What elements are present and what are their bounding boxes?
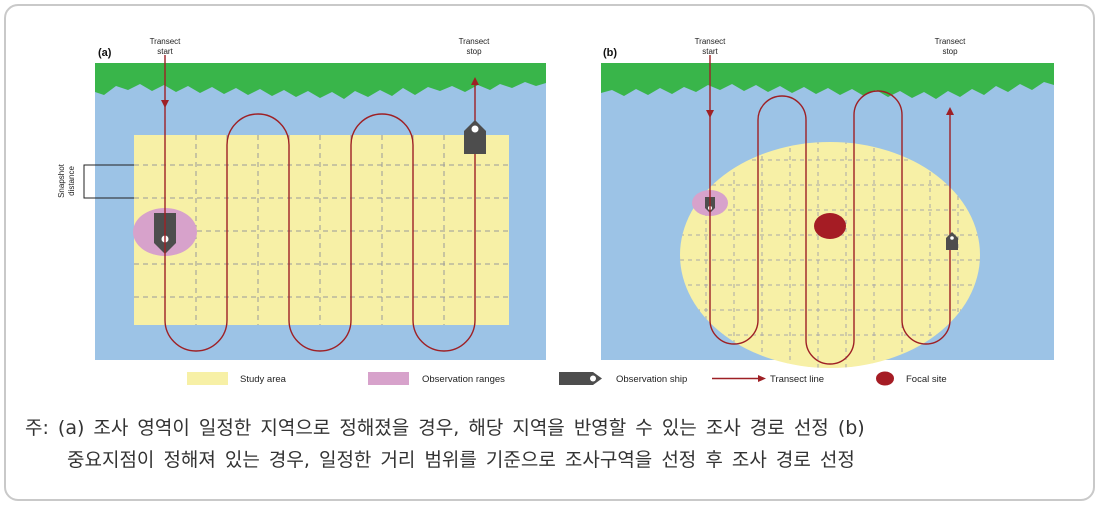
land-coastline-b [601, 63, 1054, 99]
transect-start-label-a2: start [157, 47, 173, 56]
survey-diagram: (a) Transect start Transect stop Snapsho… [57, 37, 1054, 386]
legend-focal-site-label: Focal site [906, 374, 947, 385]
caption-line-2: 중요지점이 정해져 있는 경우, 일정한 거리 범위를 기준으로 조사구역을 선… [67, 449, 855, 471]
transect-stop-label-a2: stop [466, 47, 482, 56]
snapshot-distance-label: Snapshot [57, 163, 66, 198]
transect-stop-label-b: Transect [935, 37, 967, 46]
transect-line-a [164, 55, 476, 352]
legend-study-area-swatch [187, 372, 228, 385]
legend-transect-line-label: Transect line [770, 374, 824, 385]
transect-stop-label-a: Transect [459, 37, 491, 46]
legend-observation-range-swatch [368, 372, 409, 385]
legend-observation-ranges-label: Observation ranges [422, 374, 505, 385]
snapshot-bracket [83, 164, 134, 199]
legend-ship-icon [559, 372, 602, 385]
panel-a-label: (a) [98, 47, 112, 59]
panel-a: (a) Transect start Transect stop Snapsho… [57, 37, 546, 360]
transect-stop-label-b2: stop [942, 47, 958, 56]
focal-site [814, 213, 846, 239]
observation-ship-a2 [464, 120, 486, 154]
legend-observation-ship-label: Observation ship [616, 374, 687, 385]
caption-line-1: 주: (a) 조사 영역이 일정한 지역으로 정해졌을 경우, 해당 지역을 반… [25, 417, 865, 439]
transect-line-b [709, 55, 951, 365]
panel-b: (b) Transect start Transect stop [601, 37, 1054, 368]
land-coastline-a [95, 63, 546, 99]
observation-ship-b2 [946, 232, 958, 250]
panel-b-label: (b) [603, 47, 617, 59]
legend-focal-site-icon [876, 371, 894, 386]
figure-caption: 주: (a) 조사 영역이 일정한 지역으로 정해졌을 경우, 해당 지역을 반… [25, 412, 1085, 476]
transect-start-label-b2: start [702, 47, 718, 56]
legend: Study area Observation ranges Observatio… [187, 371, 947, 386]
study-area-b [680, 142, 980, 368]
transect-start-label-b: Transect [695, 37, 727, 46]
snapshot-distance-label-2: distance [67, 166, 76, 196]
transect-start-label-a: Transect [150, 37, 182, 46]
legend-study-area-label: Study area [240, 374, 287, 385]
